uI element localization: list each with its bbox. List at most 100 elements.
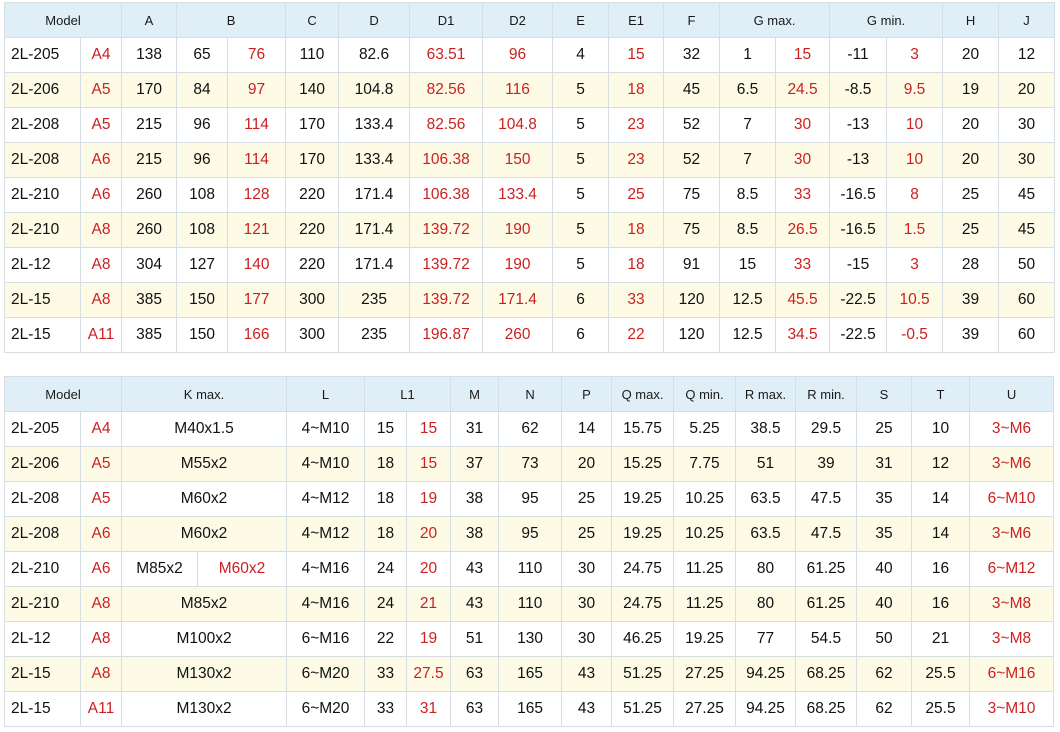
column-header-l1: L1 (364, 376, 452, 412)
dimension-table-2: Model K max. L L1 M N P Q max. Q min. R max. R min… (3, 376, 1055, 727)
table-cell: 94.25 (735, 656, 797, 692)
table-cell: 23 (608, 142, 665, 178)
table-cell: 6.5 (719, 72, 777, 108)
table-cell: 220 (285, 177, 340, 213)
table-cell: 30 (998, 142, 1056, 178)
column-header-d: D (338, 2, 411, 38)
model-cell: 2L-205 (4, 37, 81, 73)
table-cell: A8 (79, 212, 123, 248)
table-cell: 5 (552, 212, 610, 248)
table-cell: 139.72 (409, 247, 484, 283)
table-cell: 220 (285, 247, 340, 283)
table-cell: M40x1.5 (121, 411, 288, 447)
table-cell: 128 (227, 177, 287, 213)
table-row: 2L-205 A4 138 65 76 110 82.6 63.51 96 4 15 32 1 15 -11… (4, 37, 1056, 73)
table-cell: -16.5 (829, 177, 888, 213)
table-cell: 18 (608, 247, 665, 283)
table-cell: 133.4 (482, 177, 554, 213)
table-cell: 24.5 (775, 72, 831, 108)
table-cell: M60x2 (121, 516, 288, 552)
table-cell: -13 (829, 107, 888, 143)
table-cell: 3~M6 (969, 446, 1055, 482)
table-cell: 5 (552, 72, 610, 108)
table-cell: 45.5 (775, 282, 831, 318)
table-1-header-row: Model A B C D D1 D2 E E1 F G max. G min. H J (3, 2, 1056, 38)
table-cell: 25.5 (911, 691, 971, 727)
table-cell: 110 (498, 586, 563, 622)
column-header-g-min: G min. (829, 2, 944, 38)
table-2-body: 2L-205 A4 M40x1.5 4~M10 15 15 31 62 14 15.75 5.25 3… (4, 411, 1055, 727)
table-cell: 15.25 (611, 446, 675, 482)
table-cell: 18 (364, 481, 408, 517)
column-header-model: Model (3, 376, 123, 412)
model-cell: 2L-15 (4, 317, 81, 353)
table-cell: 116 (482, 72, 554, 108)
model-cell: 2L-206 (4, 72, 81, 108)
column-header-e: E (552, 2, 610, 38)
model-cell: 2L-15 (4, 656, 81, 692)
table-2-header-row: Model K max. L L1 M N P Q max. Q min. R max. R min… (3, 376, 1055, 412)
table-cell: 47.5 (795, 481, 858, 517)
table-cell: 110 (498, 551, 563, 587)
table-cell: 171.4 (338, 177, 411, 213)
column-header-g-max: G max. (719, 2, 831, 38)
table-cell: 43 (561, 691, 613, 727)
table-cell: 8 (886, 177, 944, 213)
table-cell: 104.8 (482, 107, 554, 143)
model-cell: 2L-210 (4, 212, 81, 248)
table-cell: 76 (227, 37, 287, 73)
table-cell: 15 (719, 247, 777, 283)
table-cell: 19 (406, 621, 452, 657)
table-cell: 1.5 (886, 212, 944, 248)
table-cell: 62 (498, 411, 563, 447)
table-cell: 61.25 (795, 551, 858, 587)
table-row: 2L-15 A11 M130x2 6~M20 33 31 63 165 43 51.25 27.25… (4, 691, 1055, 727)
table-cell: 25 (561, 516, 613, 552)
table-cell: 9.5 (886, 72, 944, 108)
table-cell: 96 (176, 107, 229, 143)
table-cell: 75 (663, 177, 721, 213)
table-cell: 6~M16 (969, 656, 1055, 692)
table-cell: 24.75 (611, 586, 675, 622)
table-cell: 190 (482, 247, 554, 283)
table-cell: -8.5 (829, 72, 888, 108)
table-cell: 50 (856, 621, 913, 657)
table-cell: 31 (450, 411, 500, 447)
column-header-n: N (498, 376, 563, 412)
table-cell: 25 (561, 481, 613, 517)
table-cell: 3 (886, 247, 944, 283)
table-cell: 138 (121, 37, 178, 73)
column-header-s: S (856, 376, 913, 412)
table-cell: 50 (998, 247, 1056, 283)
table-cell: 47.5 (795, 516, 858, 552)
table-cell: 1 (719, 37, 777, 73)
table-cell: 33 (775, 247, 831, 283)
table-cell: 15 (406, 411, 452, 447)
table-cell: 16 (911, 586, 971, 622)
table-cell: 8.5 (719, 177, 777, 213)
table-row: 2L-208 A5 215 96 114 170 133.4 82.56 104.8 5 23 52 7… (4, 107, 1056, 143)
table-cell: 108 (176, 177, 229, 213)
table-cell: 235 (338, 282, 411, 318)
table-row: 2L-210 A8 260 108 121 220 171.4 139.72 190 5 18 75 8… (4, 212, 1056, 248)
table-cell: 30 (561, 586, 613, 622)
table-cell: 8.5 (719, 212, 777, 248)
dimension-table-1: Model A B C D D1 D2 E E1 F G max. G min. H J 2L-205 A4… (3, 2, 1056, 353)
table-row: 2L-208 A6 215 96 114 170 133.4 106.38 150 5 23 52 7 3… (4, 142, 1056, 178)
table-cell: 24.75 (611, 551, 675, 587)
table-cell: 33 (775, 177, 831, 213)
column-header-u: U (969, 376, 1055, 412)
table-cell: 31 (856, 446, 913, 482)
table-cell: 6~M20 (286, 691, 366, 727)
table-row: 2L-210 A8 M85x2 4~M16 24 21 43 110 30 24.75 11.25 8… (4, 586, 1055, 622)
table-cell: 63 (450, 691, 500, 727)
table-1-body: 2L-205 A4 138 65 76 110 82.6 63.51 96 4 15 32 1 15 -11… (4, 37, 1056, 353)
table-cell: 171.4 (338, 212, 411, 248)
table-cell: 3~M8 (969, 586, 1055, 622)
table-cell: 3~M6 (969, 516, 1055, 552)
column-header-f: F (663, 2, 721, 38)
table-cell: 106.38 (409, 177, 484, 213)
table-cell: 5 (552, 142, 610, 178)
table-cell: 3~M10 (969, 691, 1055, 727)
table-cell: 260 (121, 177, 178, 213)
